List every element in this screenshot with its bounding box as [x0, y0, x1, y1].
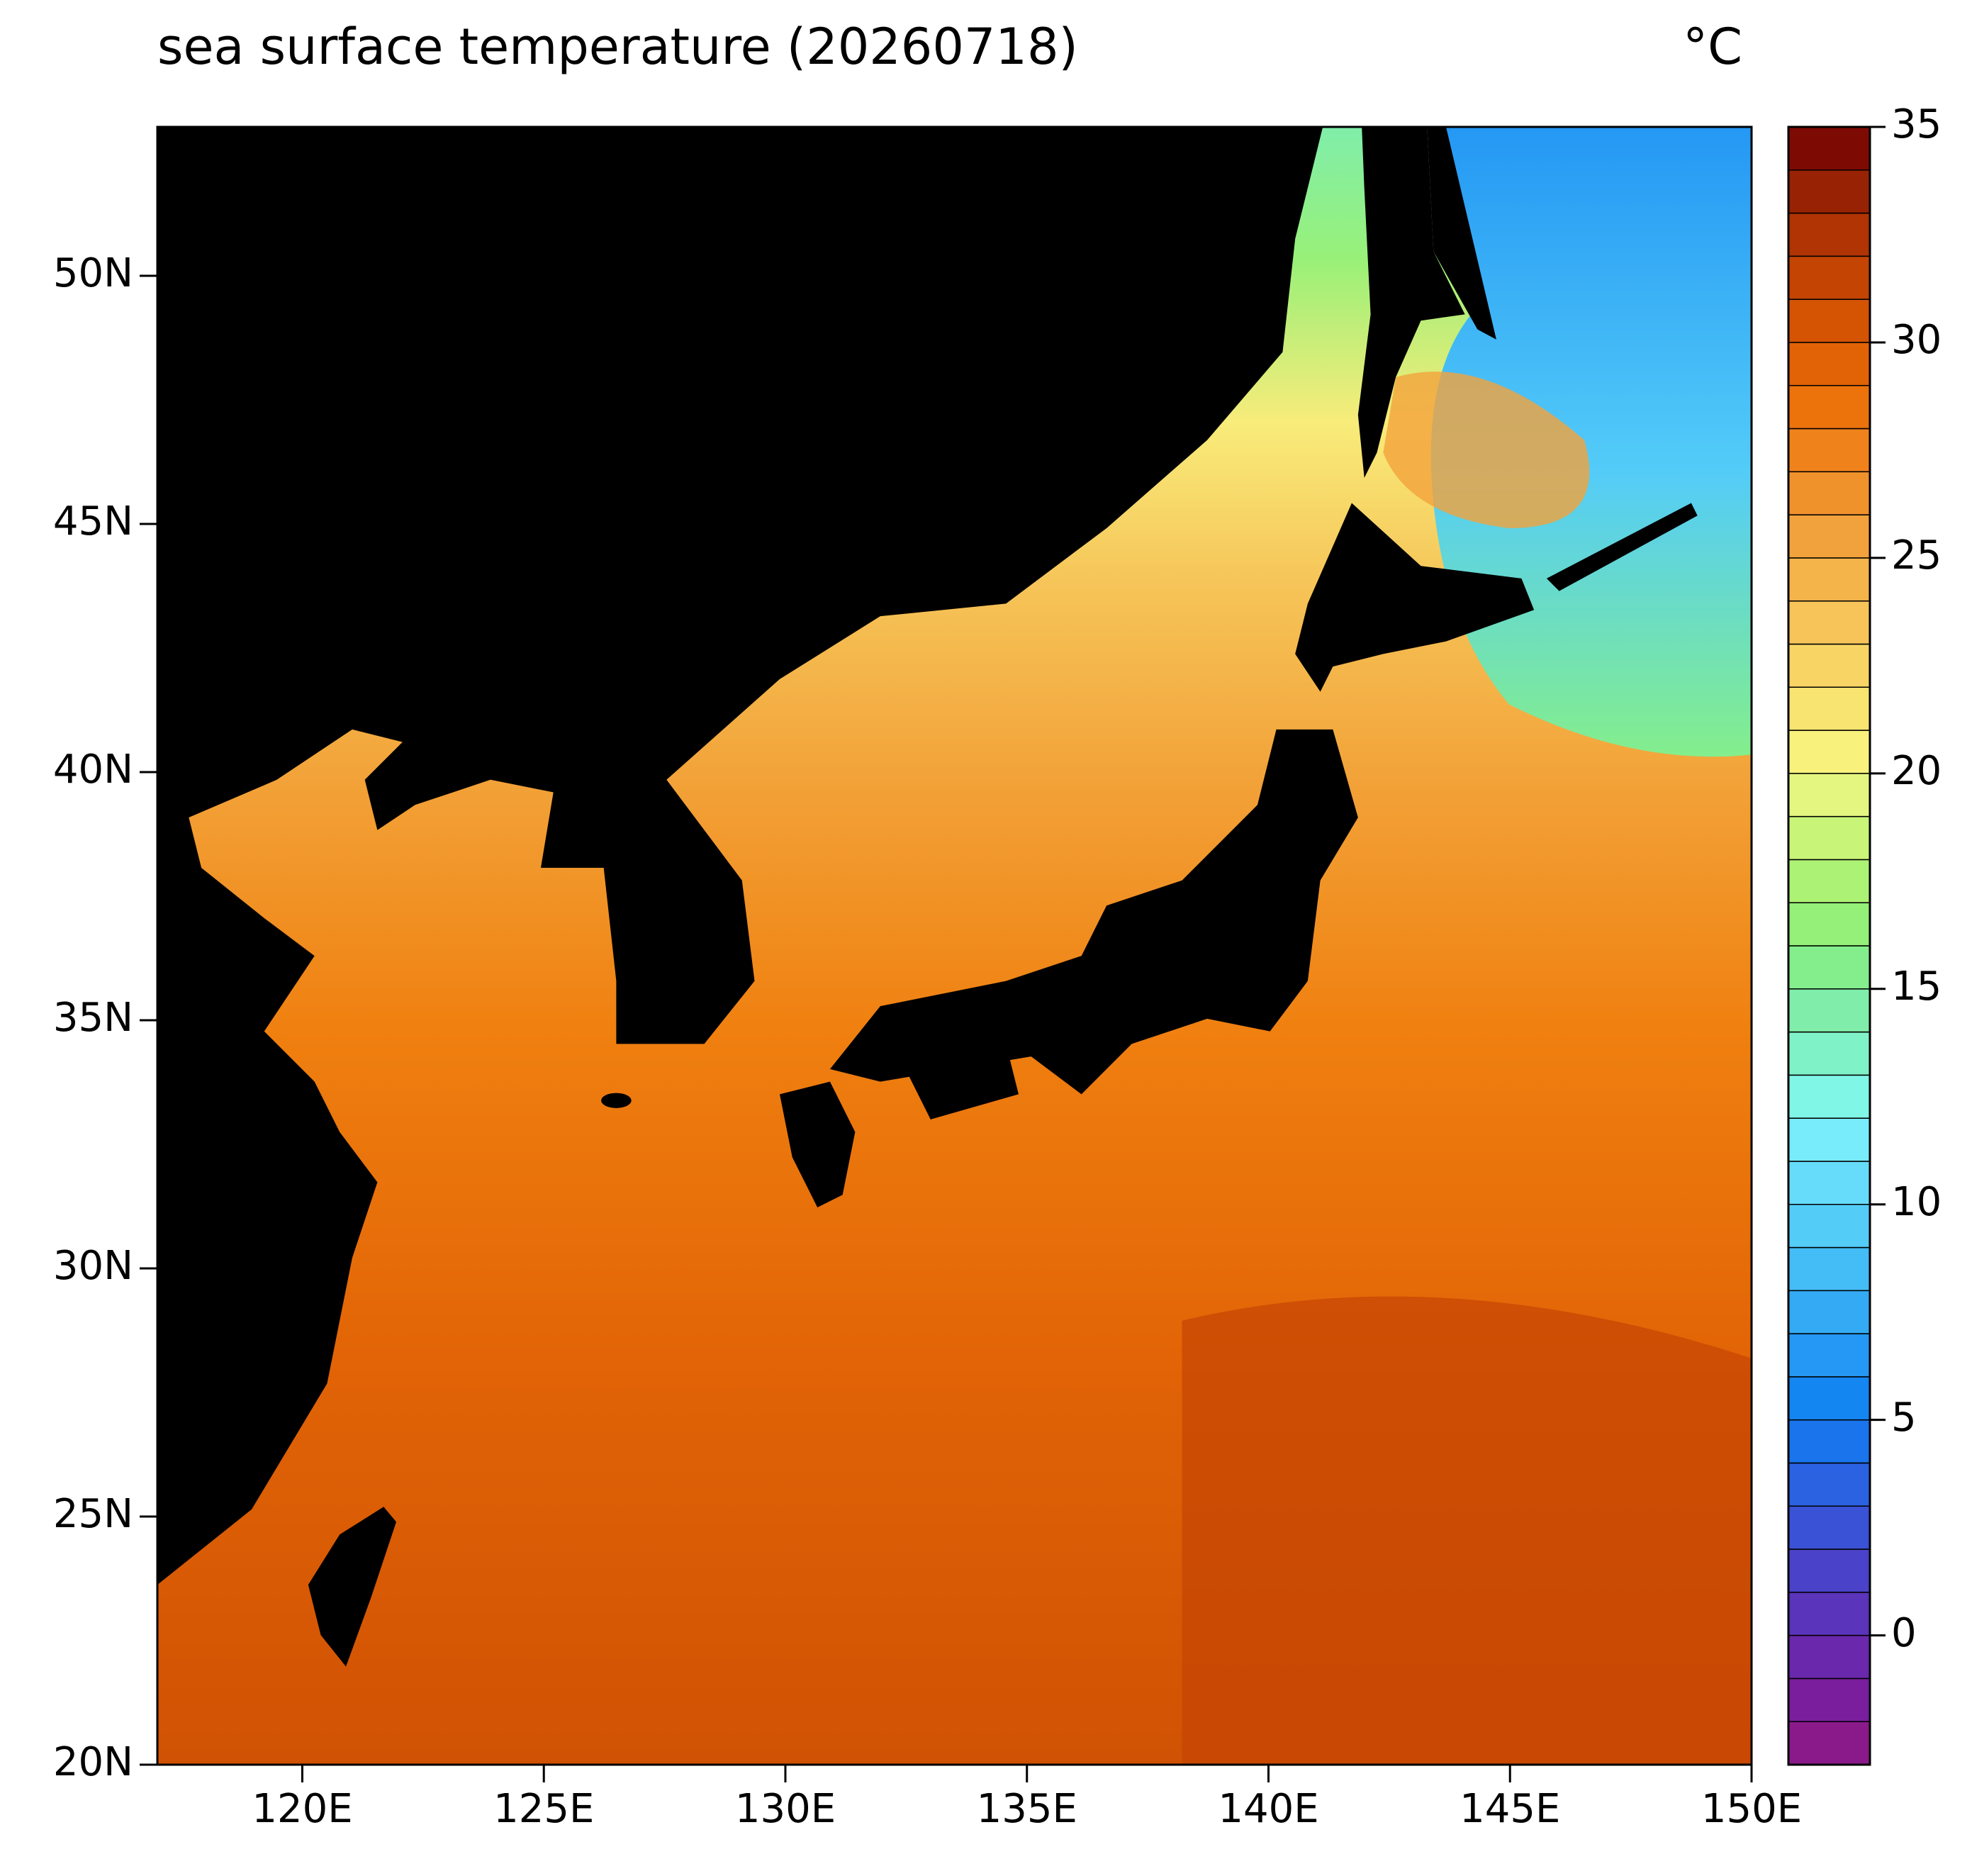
colorbar-frame: [1787, 125, 1871, 1766]
land: [157, 127, 1698, 1667]
colorbar-band: [1788, 815, 1871, 861]
colorbar-band: [1788, 902, 1871, 947]
shikoku: [905, 1044, 1019, 1120]
x-tick-label: 145E: [1460, 1786, 1560, 1832]
colorbar-band: [1788, 1677, 1871, 1722]
colorbar-tick-label: 20: [1891, 748, 1942, 794]
colorbar-tick-label: 5: [1891, 1395, 1917, 1441]
sakhalin: [1357, 127, 1465, 478]
colorbar-band: [1788, 1419, 1871, 1464]
colorbar-tick-label: 10: [1891, 1179, 1942, 1225]
colorbar-band: [1788, 514, 1871, 559]
x-tick-label: 125E: [493, 1786, 594, 1832]
map-frame: [156, 125, 1753, 1766]
colorbar-band: [1788, 1333, 1871, 1378]
colorbar-band: [1788, 169, 1871, 214]
colorbar-band: [1788, 1462, 1871, 1507]
colorbar-band: [1788, 1592, 1871, 1636]
colorbar-band: [1788, 730, 1871, 774]
colorbar-band: [1788, 126, 1871, 171]
y-tick-label: 50N: [53, 250, 133, 296]
colorbar-band: [1788, 1505, 1871, 1550]
colorbar-tick-label: 0: [1891, 1610, 1917, 1656]
colorbar-band: [1788, 1203, 1871, 1249]
colorbar-band: [1788, 428, 1871, 473]
y-tick-label: 20N: [53, 1739, 133, 1785]
hokkaido: [1295, 503, 1535, 692]
x-tick-label: 140E: [1218, 1786, 1318, 1832]
colorbar-band: [1788, 945, 1871, 990]
y-tick-label: 35N: [53, 995, 133, 1041]
y-tick-label: 45N: [53, 498, 133, 545]
colorbar-band: [1788, 1290, 1871, 1334]
colorbar-band: [1788, 342, 1871, 386]
mainland: [157, 127, 1323, 1585]
y-tick-label: 25N: [53, 1491, 133, 1537]
honshu: [829, 729, 1358, 1095]
colorbar-band: [1788, 773, 1871, 817]
colorbar-band: [1788, 298, 1871, 343]
colorbar-band: [1788, 859, 1871, 903]
colorbar-tick-label: 35: [1891, 101, 1942, 147]
colorbar-band: [1788, 1161, 1871, 1205]
kuril-islands: [1546, 503, 1698, 591]
unit-label: °C: [1683, 18, 1742, 76]
map-title: sea surface temperature (20260718): [157, 18, 1078, 76]
colorbar-band: [1788, 1548, 1871, 1593]
colorbar-band: [1788, 643, 1871, 688]
colorbar-band: [1788, 212, 1871, 257]
colorbar-band: [1788, 988, 1871, 1033]
colorbar-band: [1788, 1721, 1871, 1765]
colorbar-band: [1788, 600, 1871, 645]
okhotsk-coast: [1427, 127, 1496, 340]
colorbar-tick-label: 30: [1891, 317, 1942, 363]
jeju: [601, 1093, 632, 1108]
colorbar-band: [1788, 255, 1871, 300]
x-tick-label: 135E: [977, 1786, 1077, 1832]
x-tick-label: 130E: [735, 1786, 836, 1832]
taiwan: [308, 1507, 396, 1667]
colorbar-band: [1788, 1074, 1871, 1119]
colorbar-tick-label: 15: [1891, 964, 1942, 1010]
colorbar-tick-label: 25: [1891, 532, 1942, 579]
colorbar-band: [1788, 1246, 1871, 1292]
colorbar-band: [1788, 686, 1871, 731]
x-tick-label: 150E: [1701, 1786, 1802, 1832]
y-tick-label: 30N: [53, 1243, 133, 1289]
colorbar-band: [1788, 1031, 1871, 1076]
colorbar-band: [1788, 1117, 1871, 1162]
warm-eddy: [1383, 372, 1590, 528]
map-area: [157, 127, 1752, 1765]
colorbar-band: [1788, 384, 1871, 430]
colorbar-band: [1788, 557, 1871, 602]
warm-pool: [1182, 1296, 1752, 1765]
x-tick-label: 120E: [252, 1786, 352, 1832]
y-tick-label: 40N: [53, 747, 133, 793]
kyushu: [779, 1081, 856, 1208]
colorbar-band: [1788, 1634, 1871, 1680]
colorbar-band: [1788, 1376, 1871, 1421]
colorbar-band: [1788, 471, 1871, 515]
